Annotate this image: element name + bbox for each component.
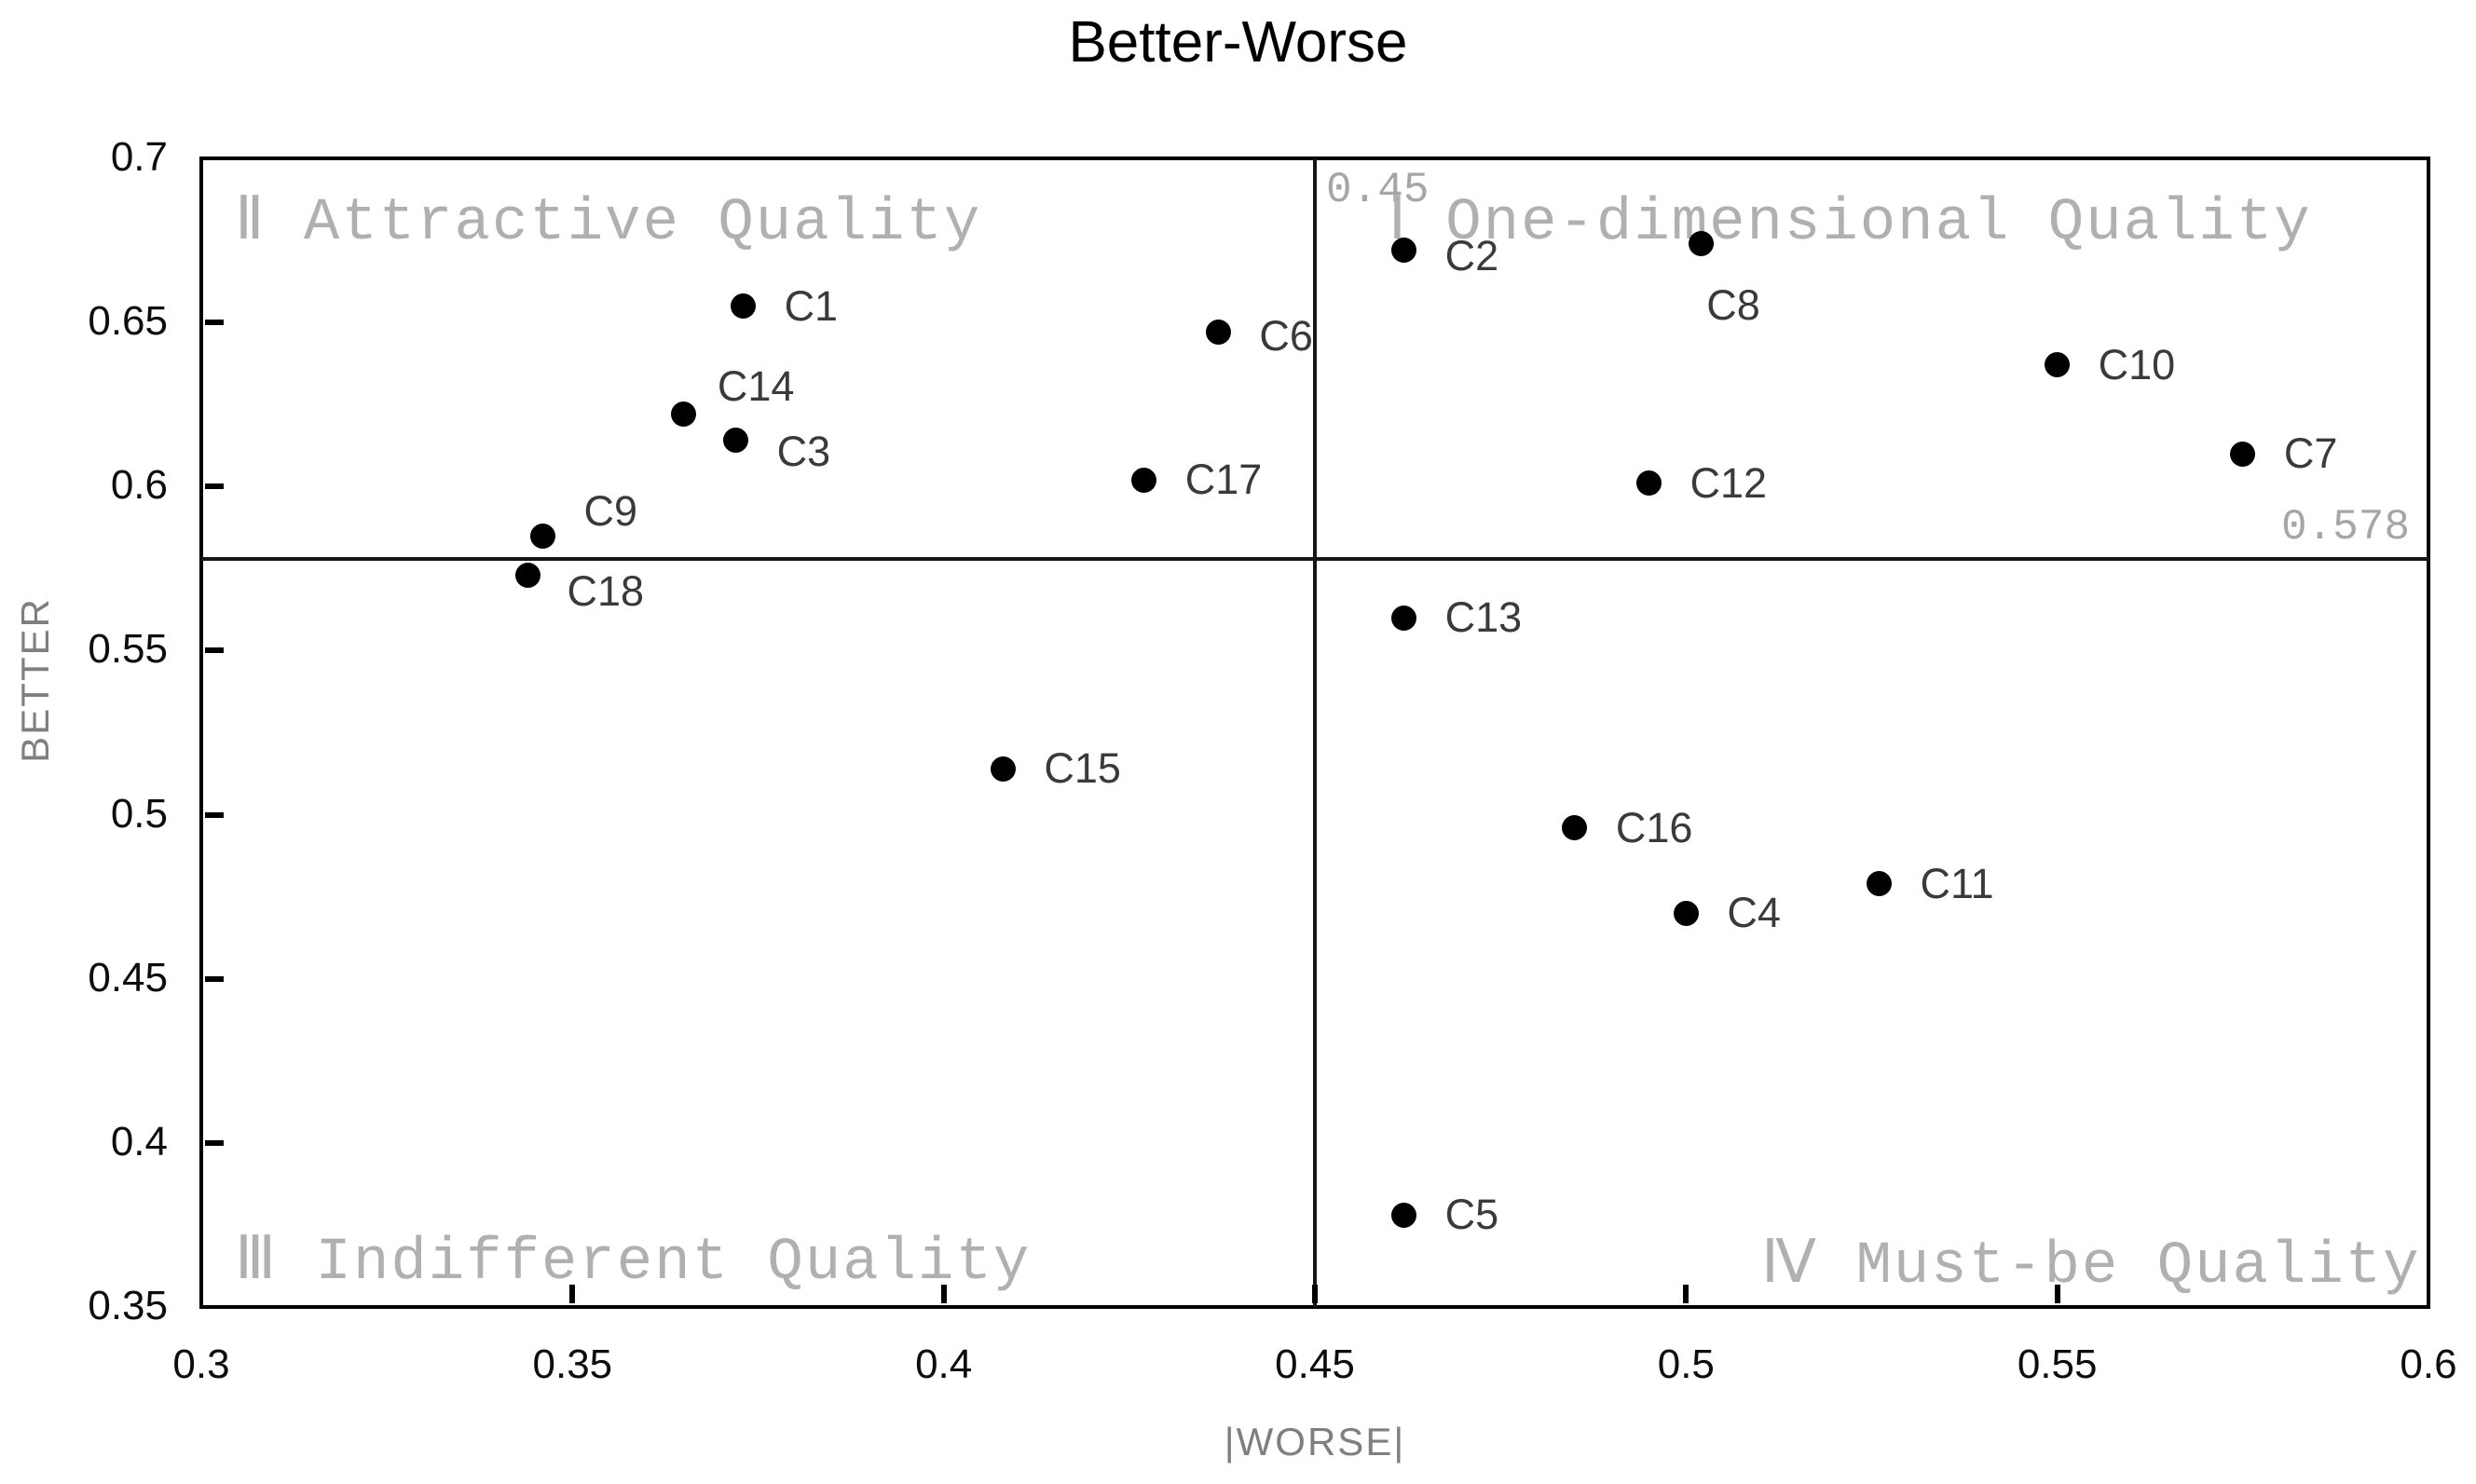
y-axis-tick: [205, 975, 224, 982]
data-point-label: C9: [583, 487, 637, 536]
data-point-label: C1: [784, 281, 839, 330]
data-point-dot: [1391, 238, 1417, 264]
vertical-reference-label: 0.45: [1326, 166, 1430, 214]
data-point-dot: [1562, 815, 1588, 841]
y-axis-tick-label: 0.65: [88, 298, 168, 345]
x-axis-tick-label: 0.5: [1657, 1341, 1715, 1387]
quadrant-label-must-be: Ⅳ Must-be Quality: [1761, 1233, 2421, 1300]
horizontal-reference-line: [201, 556, 2428, 561]
x-axis-tick: [2054, 1285, 2060, 1303]
quadrant-label-one-dimensional: Ⅰ One-dimensional Quality: [1388, 190, 2312, 257]
data-point-dot: [1673, 900, 1699, 926]
y-axis-tick-label: 0.45: [88, 954, 168, 1001]
y-axis-tick: [205, 811, 224, 818]
data-point-label: C2: [1444, 231, 1499, 279]
y-axis-tick-label: 0.6: [110, 462, 168, 509]
x-axis-tick-label: 0.55: [2017, 1341, 2098, 1387]
x-axis-tick-label: 0.45: [1275, 1341, 1355, 1387]
data-point-dot: [515, 562, 541, 588]
x-axis-tick-label: 0.6: [2400, 1341, 2457, 1387]
data-point-label: C7: [2283, 429, 2338, 478]
x-axis-title: |WORSE|: [1224, 1420, 1406, 1464]
x-axis-tick: [1683, 1285, 1689, 1303]
data-point-dot: [731, 293, 757, 320]
data-point-dot: [1636, 470, 1662, 497]
y-axis-tick-label: 0.4: [110, 1118, 168, 1164]
data-point-label: C6: [1259, 311, 1313, 360]
data-point-dot: [990, 756, 1016, 782]
data-point-label: C15: [1044, 744, 1121, 793]
x-axis-tick: [569, 1285, 576, 1303]
data-point-label: C5: [1444, 1191, 1499, 1239]
data-point-label: C14: [717, 361, 795, 410]
data-point-dot: [1866, 871, 1892, 897]
data-point-dot: [723, 428, 749, 454]
y-axis-tick: [205, 1139, 224, 1146]
y-axis-tick: [205, 647, 224, 654]
data-point-dot: [1391, 605, 1417, 631]
data-point-label: C17: [1184, 456, 1263, 504]
data-point-dot: [671, 402, 697, 428]
data-point-dot: [2045, 352, 2071, 378]
y-axis-tick: [205, 483, 224, 490]
x-axis-tick-label: 0.3: [172, 1341, 230, 1387]
x-axis-tick-label: 0.35: [532, 1341, 613, 1387]
data-point-label: C18: [567, 567, 645, 616]
data-point-label: C10: [2098, 340, 2176, 388]
data-point-label: C11: [1920, 859, 1994, 907]
data-point-label: C8: [1706, 280, 1760, 329]
data-point-dot: [1391, 1202, 1417, 1228]
data-point-dot: [529, 523, 555, 549]
y-axis-tick-label: 0.35: [88, 1283, 168, 1328]
vertical-reference-line: [1313, 158, 1317, 1307]
y-axis-tick-label: 0.55: [88, 626, 168, 673]
data-point-label: C13: [1444, 593, 1523, 642]
data-point-dot: [1688, 231, 1714, 257]
data-point-dot: [1131, 467, 1157, 493]
chart-title: Better-Worse: [1068, 10, 1408, 75]
x-axis-tick: [940, 1285, 947, 1303]
data-point-label: C12: [1689, 458, 1768, 507]
data-point-label: C3: [776, 427, 831, 475]
data-point-label: C16: [1615, 803, 1693, 851]
y-axis-tick-label: 0.7: [110, 134, 168, 180]
data-point-label: C4: [1727, 889, 1781, 937]
y-axis-tick-label: 0.5: [110, 790, 168, 837]
data-point-dot: [1205, 320, 1231, 346]
quadrant-label-indifferent: Ⅲ Indifferent Quality: [235, 1230, 1032, 1297]
x-axis-tick: [1312, 1285, 1318, 1303]
y-axis-tick: [205, 320, 224, 326]
quadrant-label-attractive: Ⅱ Attractive Quality: [235, 190, 982, 257]
x-axis-tick-label: 0.4: [915, 1341, 973, 1387]
horizontal-reference-label: 0.578: [2280, 502, 2410, 551]
data-point-dot: [2230, 441, 2256, 467]
